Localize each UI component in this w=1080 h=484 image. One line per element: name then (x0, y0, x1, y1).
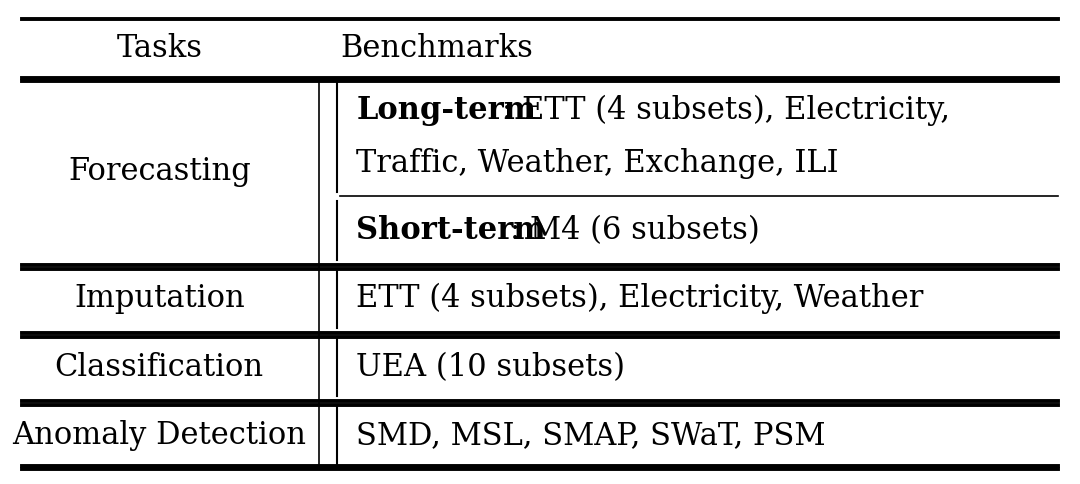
Text: Classification: Classification (55, 351, 264, 382)
Text: UEA (10 subsets): UEA (10 subsets) (356, 351, 625, 382)
Text: SMD, MSL, SMAP, SWaT, PSM: SMD, MSL, SMAP, SWaT, PSM (356, 420, 826, 451)
Text: Benchmarks: Benchmarks (340, 33, 534, 64)
Text: Tasks: Tasks (117, 33, 202, 64)
Text: ETT (4 subsets), Electricity, Weather: ETT (4 subsets), Electricity, Weather (356, 283, 923, 315)
Text: Forecasting: Forecasting (68, 155, 251, 187)
Text: : M4 (6 subsets): : M4 (6 subsets) (510, 215, 759, 246)
Text: Anomaly Detection: Anomaly Detection (12, 420, 307, 451)
Text: Traffic, Weather, Exchange, ILI: Traffic, Weather, Exchange, ILI (356, 148, 839, 179)
Text: Short-term: Short-term (356, 215, 546, 246)
Text: Imputation: Imputation (73, 283, 245, 314)
Text: : ETT (4 subsets), Electricity,: : ETT (4 subsets), Electricity, (502, 95, 950, 126)
Text: Long-term: Long-term (356, 95, 537, 126)
